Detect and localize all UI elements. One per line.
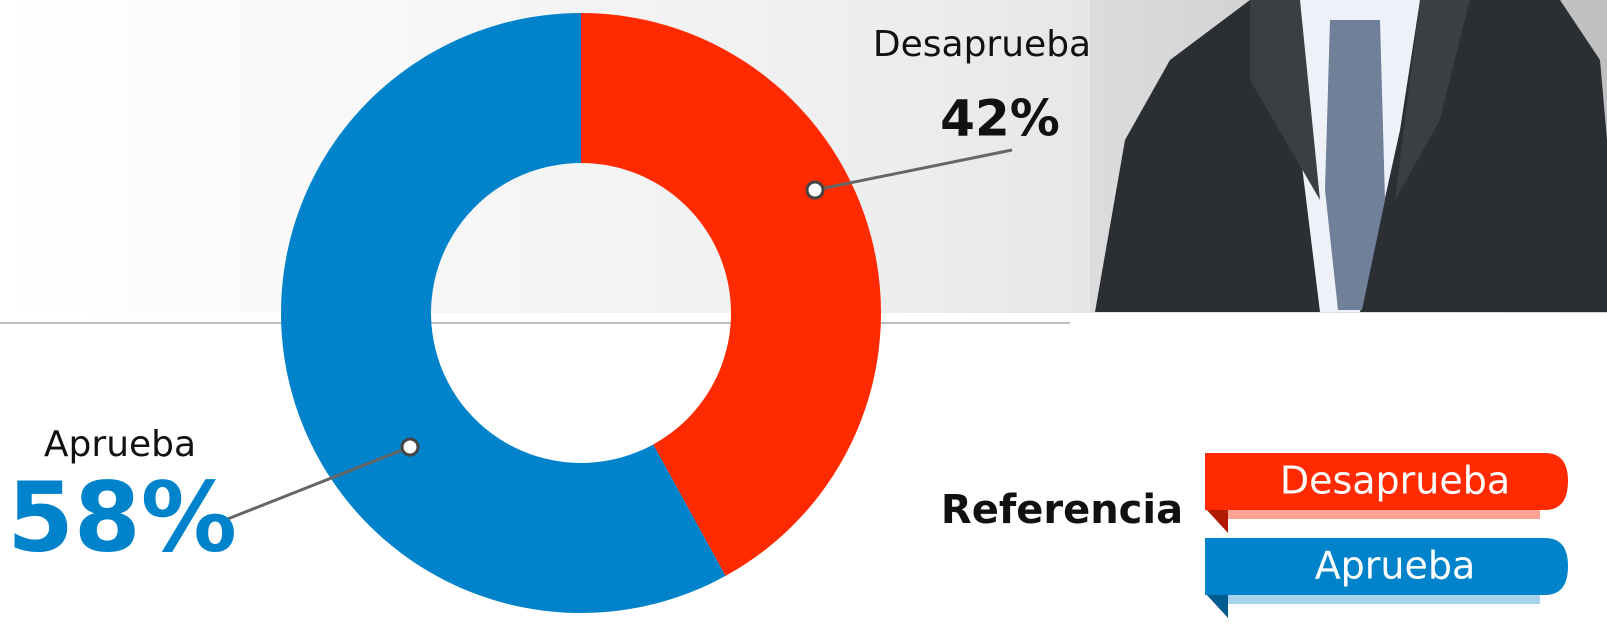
leader-dot xyxy=(400,437,420,457)
slice-name: Aprueba xyxy=(44,424,196,465)
legend-title: Referencia xyxy=(941,487,1183,533)
slice xyxy=(581,13,882,576)
value-label: 58% xyxy=(7,461,237,573)
value-label: 42% xyxy=(940,90,1060,148)
legend-items: Desaprueba Aprueba xyxy=(1205,453,1568,618)
slice-name: Desaprueba xyxy=(873,24,1091,65)
leader-dot xyxy=(805,180,825,200)
legend-ribbon xyxy=(1205,453,1568,510)
legend-fold xyxy=(1205,593,1228,618)
legend-ribbon xyxy=(1205,538,1568,595)
legend-label: Aprueba xyxy=(1315,544,1476,588)
legend-fold xyxy=(1205,508,1228,533)
slice xyxy=(281,13,726,613)
legend: Referencia Desaprueba Aprueba xyxy=(941,453,1568,618)
leader-line xyxy=(814,148,1013,192)
photo xyxy=(1090,0,1607,312)
leader-line xyxy=(224,445,411,522)
legend-label: Desaprueba xyxy=(1280,459,1510,503)
